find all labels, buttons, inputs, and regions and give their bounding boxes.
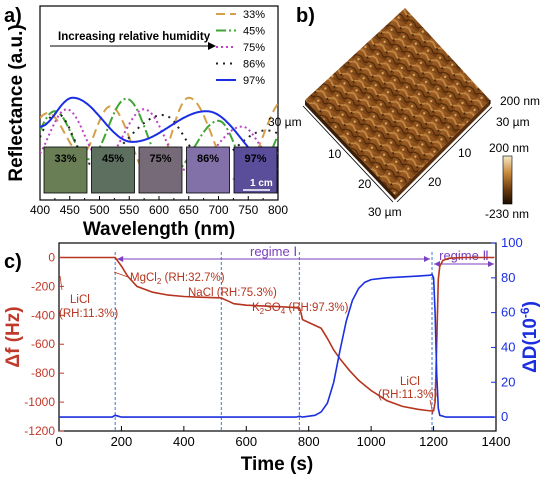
panel-b-afm: 200 nm 30 µm 30 µm 30 µm 10 20 10 20 200… [268, 8, 540, 221]
panel-a-chart: 33% 45% 75% 86% 97% 1 cm 400 450 500 550 600 650 70… [6, 5, 288, 240]
humidity-arrow [50, 42, 216, 50]
afm-z-top-label: 200 nm [500, 94, 540, 108]
panel-a-xtick-label: 450 [60, 203, 80, 217]
panel-a-xtick-label: 800 [268, 203, 288, 217]
afm-surface-side [305, 100, 395, 200]
panel-a-series-86pct [40, 112, 278, 165]
annotation-licl-start: LiCl [70, 294, 90, 306]
panel-a-label: a) [4, 5, 22, 27]
panel-c-ytick-left-label: 0 [48, 250, 55, 264]
panel-a-xtick-label: 600 [149, 203, 169, 217]
swatch-97pct [233, 146, 278, 194]
panel-c-ylabel-right: ΔD(10-6) [518, 301, 541, 373]
panel-c-ylabel-left: Δf (Hz) [3, 306, 24, 367]
afm-x-tick-10: 10 [328, 147, 342, 161]
annotation-licl-end: LiCl [400, 376, 420, 388]
panel-c-xtick-label: 800 [298, 434, 320, 449]
afm-surface-top [305, 8, 490, 195]
panel-c-series-dd [59, 273, 495, 418]
swatch-label: 33% [54, 153, 76, 165]
legend-label: 33% [243, 9, 265, 21]
panel-a-xtick-label: 750 [238, 203, 258, 217]
afm-y-tick-10: 10 [458, 146, 472, 160]
legend-label: 75% [243, 42, 265, 54]
panel-a-series-97pct [40, 96, 278, 170]
panel-c-xtick-label: 200 [111, 434, 133, 449]
panel-c-xtick-label: 1200 [419, 434, 448, 449]
panel-a-xtick-label: 500 [89, 203, 109, 217]
panel-c-ytick-right-label: 60 [501, 305, 515, 320]
panel-c-ytick-left-label: -200 [31, 279, 55, 293]
panel-c-ytick-left-label: -800 [31, 366, 55, 380]
panel-c-series-df [59, 256, 495, 412]
panel-c-ytick-left-label: -1200 [24, 424, 55, 438]
swatch-label: 75% [149, 153, 171, 165]
panel-c-ytick-left-label: -600 [31, 337, 55, 351]
panel-c-ytick-right-label: 100 [501, 235, 523, 250]
panel-a-xlabel: Wavelength (nm) [83, 219, 235, 240]
panel-c-xtick-label: 0 [55, 434, 62, 449]
afm-surface-side2 [395, 100, 490, 200]
annotation-licl-start-rh: (RH:11.3%) [59, 308, 118, 320]
afm-label-right: 30 µm [496, 115, 530, 129]
panel-c-xlabel: Time (s) [241, 454, 314, 475]
afm-colorbar [502, 155, 513, 205]
annotation-licl-end-rh: (RH:11.3%) [378, 389, 437, 401]
regime-2-label: regime Ⅱ [439, 248, 489, 263]
panel-c-xtick-label: 1400 [482, 434, 511, 449]
panel-c-xtick-label: 1000 [357, 434, 386, 449]
humidity-annotation: Increasing relative humidity [58, 31, 211, 43]
panel-c-ytick-right-label: 20 [501, 374, 515, 389]
swatch-86pct [186, 146, 230, 194]
panel-a-xtick-label: 550 [119, 203, 139, 217]
panel-a-xtick-label: 650 [179, 203, 199, 217]
swatch-45pct [91, 146, 135, 194]
swatch-75pct [138, 146, 183, 194]
scale-bar-label: 1 cm [250, 178, 273, 189]
afm-label-left: 30 µm [268, 115, 302, 129]
swatch-33pct [43, 146, 88, 194]
afm-x-tick-20: 20 [358, 177, 372, 191]
panel-c-ytick-right-label: 0 [501, 409, 508, 424]
swatch-label: 97% [244, 153, 266, 165]
regime-1-label: regime Ⅰ [250, 244, 297, 259]
annotation-k2so4: K2SO4 (RH:97.3%) [252, 302, 349, 316]
legend-label: 86% [243, 59, 265, 71]
panel-b-label: b) [296, 5, 315, 27]
annotation-nacl: NaCl (RH:75.3%) [188, 287, 277, 299]
panel-c-frame [58, 242, 497, 432]
swatch-label: 86% [197, 153, 219, 165]
legend-label: 97% [243, 75, 265, 87]
afm-label-bottom: 30 µm [368, 205, 402, 219]
afm-y-tick-20: 20 [428, 175, 442, 189]
legend-label: 45% [243, 26, 265, 38]
afm-colorbar-min: -230 nm [485, 207, 529, 221]
panel-a-xtick-label: 700 [208, 203, 228, 217]
panel-c-label: c) [4, 251, 22, 273]
panel-c-ytick-left-label: -1000 [24, 395, 55, 409]
panel-a-xtick-label: 400 [30, 203, 50, 217]
annotation-mgcl2: MgCl2 (RH:32.7%) [130, 272, 225, 286]
panel-a-ylabel: Reflectance (a.u.) [6, 24, 27, 181]
afm-colorbar-max: 200 nm [489, 141, 529, 155]
panel-c-xtick-label: 600 [235, 434, 257, 449]
panel-c-ytick-right-label: 80 [501, 270, 515, 285]
panel-c-xtick-label: 400 [173, 434, 195, 449]
swatch-label: 45% [102, 153, 124, 165]
panel-c-ytick-right-label: 40 [501, 339, 515, 354]
panel-c-ytick-left-label: -400 [31, 308, 55, 322]
